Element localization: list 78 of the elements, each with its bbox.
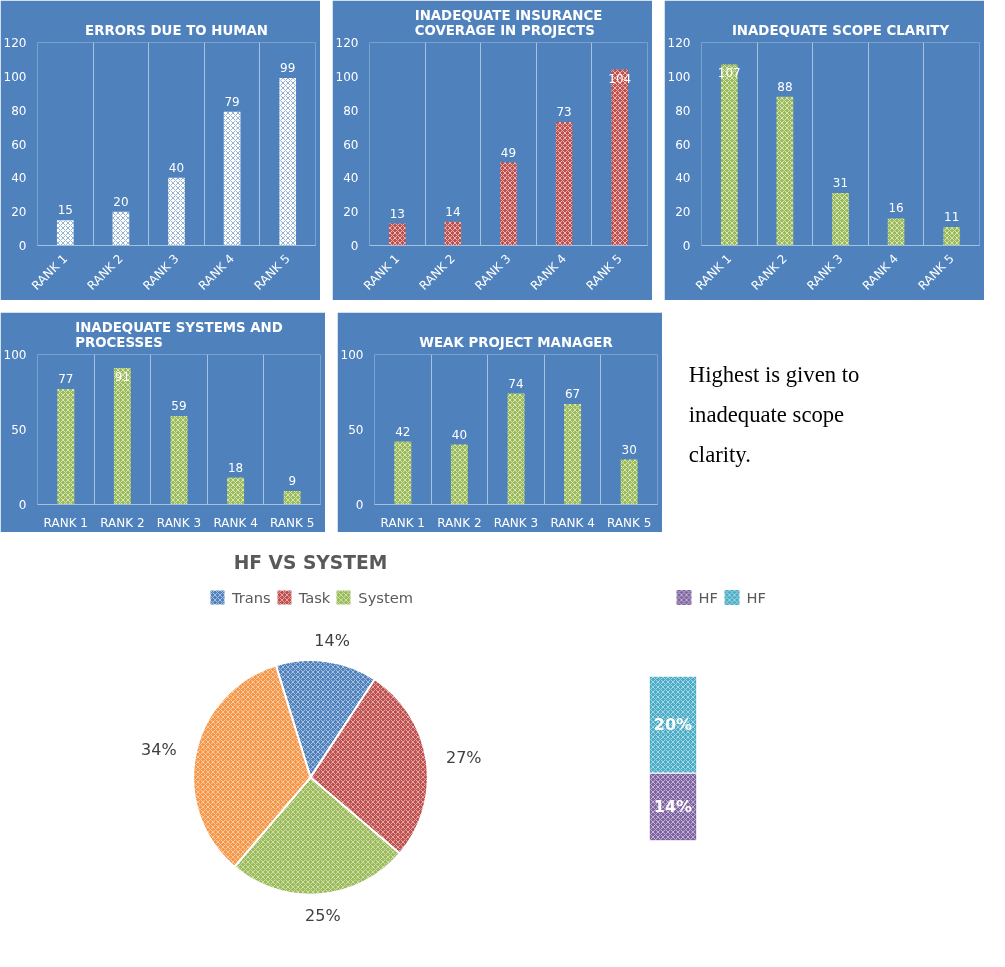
data-label: 14 xyxy=(445,204,461,219)
text: Highest is given to inadequate scope clarity. xyxy=(688,362,860,467)
data-label: 20% xyxy=(653,715,693,735)
y-tick-label: 0 xyxy=(350,239,359,253)
legend-label: Trans xyxy=(231,588,271,606)
x-tick-label: RANK 4 xyxy=(550,515,595,530)
y-tick-label: 100 xyxy=(3,348,27,362)
y-tick-label: 80 xyxy=(675,103,691,118)
data-label: 30 xyxy=(621,442,637,457)
x-tick-label: RANK 1 xyxy=(43,515,88,530)
x-tick-label: RANK 2 xyxy=(437,515,482,530)
data-label: 11 xyxy=(944,209,960,224)
x-tick-label: RANK 3 xyxy=(493,515,539,530)
y-tick-label: 120 xyxy=(3,36,27,50)
x-tick-label: RANK 2 xyxy=(100,515,145,530)
data-label: 40 xyxy=(168,160,185,175)
data-label: 25% xyxy=(305,905,341,925)
y-tick-label: 80 xyxy=(11,103,27,118)
y-tick-label: 100 xyxy=(340,348,364,362)
y-tick-label: 20 xyxy=(343,205,359,220)
y-tick-label: 0 xyxy=(355,498,364,512)
legend-label: HF xyxy=(746,588,767,606)
chart-title: INADEQUATE SYSTEMS AND PROCESSES xyxy=(75,319,283,350)
data-label: 27% xyxy=(445,748,482,768)
chart-title: INADEQUATE INSURANCE COVERAGE IN PROJECTS xyxy=(414,7,603,38)
data-label: 31 xyxy=(832,176,849,191)
data-label: 59 xyxy=(171,399,187,413)
x-tick-label: RANK 5 xyxy=(270,515,315,530)
legend-label: Task xyxy=(298,588,331,606)
y-tick-label: 0 xyxy=(682,239,691,253)
y-tick-label: 20 xyxy=(675,205,691,220)
data-label: 104 xyxy=(608,71,632,86)
y-tick-label: 50 xyxy=(11,423,27,437)
data-label: 40 xyxy=(451,427,468,442)
chart-title: INADEQUATE SCOPE CLARITY xyxy=(731,22,950,38)
y-tick-label: 60 xyxy=(675,137,691,152)
data-label: 42 xyxy=(395,424,411,439)
data-label: 15 xyxy=(57,203,73,218)
data-label: 74 xyxy=(508,376,524,391)
data-label: 73 xyxy=(556,105,572,120)
y-tick-label: 20 xyxy=(11,205,27,220)
y-tick-label: 40 xyxy=(11,171,27,186)
x-tick-label: RANK 5 xyxy=(607,515,652,530)
data-label: 34% xyxy=(141,740,177,760)
y-tick-label: 120 xyxy=(335,36,359,50)
data-label: 77 xyxy=(58,372,74,386)
y-tick-label: 100 xyxy=(667,69,691,84)
data-label: 20 xyxy=(113,194,129,209)
y-tick-label: 60 xyxy=(11,137,27,152)
data-label: 14% xyxy=(314,630,350,650)
y-tick-label: 100 xyxy=(3,69,27,84)
chart-title: HF VS SYSTEM xyxy=(233,551,388,573)
legend-label: System xyxy=(358,588,414,606)
legend-label: HF xyxy=(698,588,719,606)
y-tick-label: 0 xyxy=(18,239,27,253)
data-label: 67 xyxy=(564,387,581,401)
y-tick-label: 80 xyxy=(343,103,359,118)
data-label: 13 xyxy=(389,206,405,221)
data-label: 14% xyxy=(653,797,693,817)
data-label: 49 xyxy=(500,145,517,160)
data-label: 79 xyxy=(224,94,240,109)
data-label: 18 xyxy=(227,460,244,475)
x-tick-label: RANK 1 xyxy=(380,515,425,530)
y-tick-label: 0 xyxy=(18,498,27,512)
chart-title: WEAK PROJECT MANAGER xyxy=(419,334,613,350)
data-label: 9 xyxy=(288,474,297,488)
x-tick-label: RANK 3 xyxy=(156,515,202,530)
data-label: 16 xyxy=(888,201,904,216)
x-tick-label: RANK 4 xyxy=(213,515,258,530)
data-label: 88 xyxy=(777,79,793,94)
y-tick-label: 40 xyxy=(675,171,691,186)
y-tick-label: 60 xyxy=(343,137,359,152)
chart-title: ERRORS DUE TO HUMAN xyxy=(85,22,268,38)
data-label: 99 xyxy=(280,61,296,76)
y-tick-label: 100 xyxy=(335,69,359,84)
y-tick-label: 120 xyxy=(667,36,691,50)
y-tick-label: 40 xyxy=(343,171,359,186)
y-tick-label: 50 xyxy=(348,423,364,437)
